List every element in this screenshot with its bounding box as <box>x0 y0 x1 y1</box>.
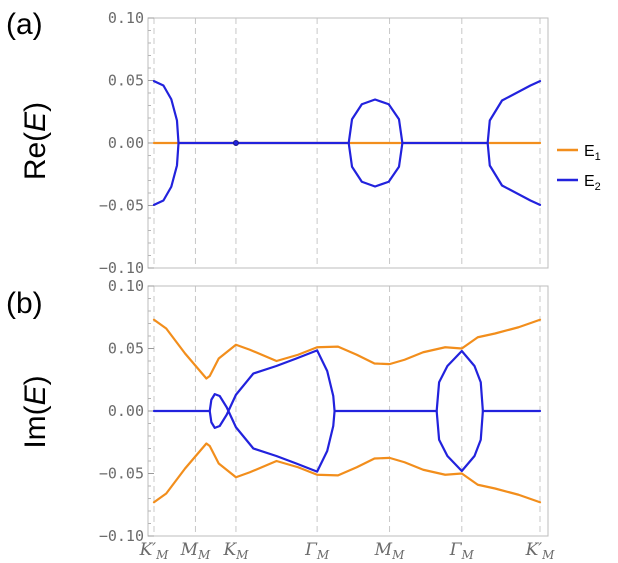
y-tick-label: 0.05 <box>108 340 144 358</box>
y-tick-label: 0.00 <box>108 134 144 152</box>
x-tick-label: MM <box>374 540 405 562</box>
x-tick-label: K′M <box>139 540 170 562</box>
y-tick-label: 0.10 <box>108 277 144 295</box>
y-tick-label: −0.05 <box>99 465 144 483</box>
y-tick-label: −0.05 <box>99 197 144 215</box>
legend-entry: E2 <box>584 173 601 193</box>
panel-b-yticks: 0.10 0.05 0.00 −0.05 −0.10 <box>99 277 154 545</box>
series-e1-line <box>152 318 542 380</box>
series-e1-line <box>152 442 542 504</box>
y-tick-label: 0.05 <box>108 72 144 90</box>
panel-a: (a) Re(E) 0.10 0.05 0.00 −0.05 −0.10 <box>6 8 549 277</box>
series-e2-line <box>486 80 542 206</box>
panel-b-ylabel: Im(E) <box>19 375 52 448</box>
x-tick-label: ΓM <box>304 540 330 562</box>
x-tick-label: MM <box>180 540 211 562</box>
panel-a-label: (a) <box>6 8 43 41</box>
legend-entry: E1 <box>584 143 601 163</box>
y-tick-label: 0.00 <box>108 402 144 420</box>
panel-b-series <box>152 318 542 504</box>
y-tick-label: 0.10 <box>108 9 144 27</box>
panel-a-series <box>152 80 542 206</box>
y-tick-label: −0.10 <box>99 527 144 545</box>
legend: E1 E2 <box>557 143 601 193</box>
panel-a-yticks: 0.10 0.05 0.00 −0.05 −0.10 <box>99 9 154 277</box>
x-tick-label: ΓM <box>449 540 475 562</box>
x-tick-label: KM <box>222 540 249 562</box>
y-tick-label: −0.10 <box>99 259 144 277</box>
panel-a-ylabel: Re(E) <box>19 102 52 180</box>
panel-b: (b) Im(E) 0.10 0.05 0.00 −0.05 −0.10 K′M MM KM… <box>6 277 555 562</box>
series-e2-line <box>435 349 484 473</box>
panel-b-label: (b) <box>6 287 43 320</box>
panel-b-xticks: K′M MM KM ΓM MM ΓM K′M <box>139 540 556 562</box>
degeneracy-point-marker <box>232 140 239 146</box>
x-tick-label: K′M <box>525 540 556 562</box>
series-e2-line <box>208 349 336 473</box>
